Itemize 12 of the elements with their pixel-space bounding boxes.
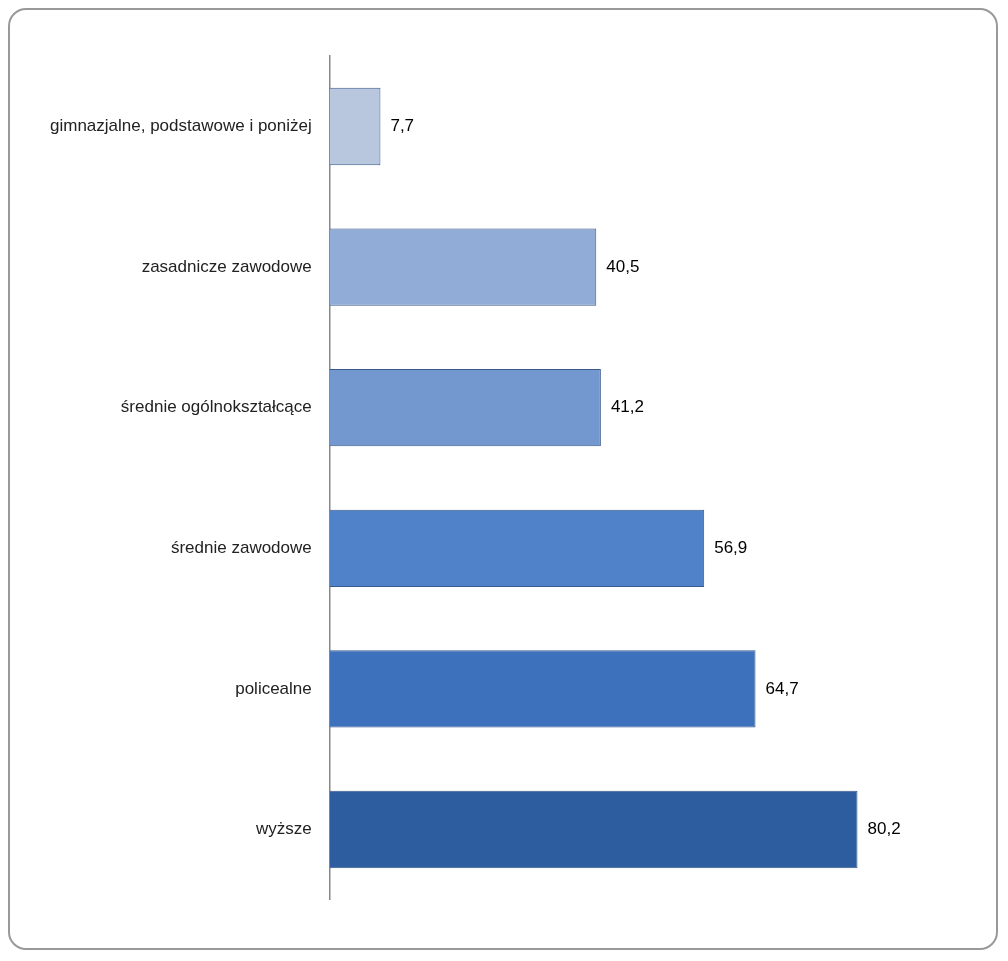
y-tick-label: wyższe xyxy=(255,819,312,839)
data-label: 41,2 xyxy=(610,397,644,417)
y-tick-label: średnie zawodowe xyxy=(170,537,312,557)
y-tick-label: zasadnicze zawodowe xyxy=(141,256,312,276)
data-label: 56,9 xyxy=(714,537,748,557)
data-label: 7,7 xyxy=(390,116,415,136)
data-label: 40,5 xyxy=(606,256,640,276)
y-tick-label: gimnazjalne, podstawowe i poniżej xyxy=(50,116,312,136)
data-label: 80,2 xyxy=(867,819,901,839)
y-tick-label: policealne xyxy=(235,678,312,698)
data-label: 64,7 xyxy=(765,678,799,698)
y-tick-label: średnie ogólnokształcące xyxy=(120,397,312,417)
